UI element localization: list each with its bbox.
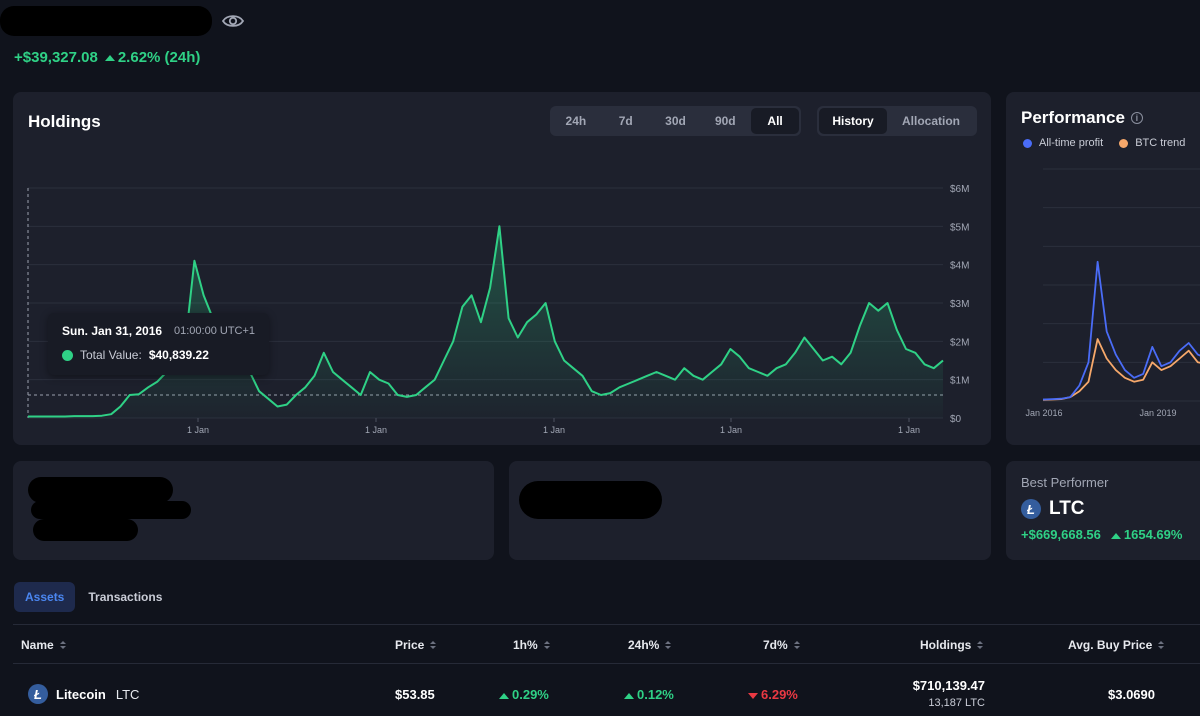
litecoin-logo-icon: Ł xyxy=(1021,499,1041,519)
tooltip-time: 01:00:00 UTC+1 xyxy=(174,325,256,337)
asset-tabs: Assets Transactions xyxy=(14,582,173,612)
redacted-content xyxy=(31,501,191,519)
asset-name[interactable]: Ł Litecoin LTC xyxy=(28,684,139,704)
asset-holdings-amount: 13,187 LTC xyxy=(928,697,985,709)
tooltip-row: Total Value: $40,839.22 xyxy=(62,348,255,362)
change-24h: 2.62% (24h) xyxy=(104,49,200,66)
asset-avg-buy-price: $3.0690 xyxy=(1108,687,1155,702)
tab-assets[interactable]: Assets xyxy=(14,582,76,612)
x-tick-label: 1 Jan xyxy=(187,425,209,435)
redacted-content xyxy=(519,481,662,519)
table-row[interactable]: Ł Litecoin LTC $53.85 0.29% 0.12% 6.29% … xyxy=(13,665,1200,716)
best-performer-label: Best Performer xyxy=(1021,475,1109,490)
caret-up-icon xyxy=(1110,532,1121,539)
col-1h[interactable]: 1h% xyxy=(513,638,550,652)
x-tick-label: Jan 2019 xyxy=(1139,408,1176,418)
col-name[interactable]: Name xyxy=(21,638,66,652)
tooltip-value: $40,839.22 xyxy=(148,348,209,362)
sort-icon xyxy=(59,641,66,649)
summary-card-1 xyxy=(13,461,494,560)
asset-change-7d: 6.29% xyxy=(748,687,798,702)
best-performer-percent: 1654.69% xyxy=(1110,527,1182,542)
legend-all-time-profit[interactable]: All-time profit xyxy=(1023,137,1103,149)
col-24h[interactable]: 24h% xyxy=(628,638,672,652)
portfolio-summary: +$39,327.08 2.62% (24h) xyxy=(14,49,200,66)
performance-title: Performance i xyxy=(1021,108,1143,128)
col-holdings[interactable]: Holdings xyxy=(920,638,984,652)
history-button[interactable]: History xyxy=(819,108,887,134)
y-tick-label: $1M xyxy=(950,376,969,387)
y-tick-label: $4M xyxy=(950,261,969,272)
col-7d[interactable]: 7d% xyxy=(763,638,800,652)
performance-chart[interactable]: Jan 2016 Jan 2019 xyxy=(1006,92,1200,445)
tooltip-date: Sun. Jan 31, 2016 xyxy=(62,324,163,338)
caret-up-icon xyxy=(104,55,115,62)
summary-card-2 xyxy=(509,461,991,560)
y-tick-label: $2M xyxy=(950,337,969,348)
redacted-account-name xyxy=(0,6,212,36)
holdings-chart[interactable]: $0 $1M $2M $3M $4M $5M $6M 1 Jan 1 Jan 1 Jan 1 Jan… xyxy=(13,92,991,445)
range-24h-button[interactable]: 24h xyxy=(565,114,587,128)
sort-icon xyxy=(665,641,672,649)
sort-icon xyxy=(793,641,800,649)
best-performer-card: Best Performer Ł LTC +$669,668.56 1654.6… xyxy=(1006,461,1200,560)
chart-tooltip: Sun. Jan 31, 2016 01:00:00 UTC+1 Total V… xyxy=(48,313,269,375)
y-tick-label: $3M xyxy=(950,299,969,310)
holdings-title: Holdings xyxy=(28,112,101,131)
caret-up-icon xyxy=(624,692,634,699)
x-tick-label: 1 Jan xyxy=(365,425,387,435)
legend-btc-trend[interactable]: BTC trend xyxy=(1119,137,1185,149)
sort-icon xyxy=(543,641,550,649)
col-price[interactable]: Price xyxy=(395,638,437,652)
caret-down-icon xyxy=(748,692,758,699)
best-performer-coin: Ł LTC xyxy=(1021,498,1085,520)
range-90d-button[interactable]: 90d xyxy=(714,114,736,128)
btc-trend-line xyxy=(1042,338,1200,401)
legend-dot-icon xyxy=(1023,138,1032,148)
range-7d-button[interactable]: 7d xyxy=(618,114,633,128)
asset-symbol: LTC xyxy=(115,686,140,702)
asset-holdings-value: $710,139.47 xyxy=(912,678,985,693)
asset-change-24h: 0.12% xyxy=(624,687,674,702)
y-tick-label: $0 xyxy=(950,414,962,425)
holdings-card: Holdings 24h 7d 30d 90d All History Allo… xyxy=(13,92,991,445)
x-tick-label: 1 Jan xyxy=(898,425,920,435)
eye-icon[interactable] xyxy=(222,13,244,29)
range-selector: 24h 7d 30d 90d All xyxy=(550,106,801,136)
info-icon[interactable]: i xyxy=(1130,112,1143,124)
sort-icon xyxy=(977,641,984,649)
tab-transactions[interactable]: Transactions xyxy=(88,590,163,604)
y-tick-label: $5M xyxy=(950,222,969,233)
performance-card: Performance i All-time profit BTC trend … xyxy=(1006,92,1200,445)
litecoin-logo-icon: Ł xyxy=(28,684,48,704)
all-time-profit-line xyxy=(1042,260,1200,401)
tooltip-label: Total Value: xyxy=(80,348,142,362)
y-tick-label: $6M xyxy=(950,184,969,195)
range-all-button[interactable]: All xyxy=(751,108,799,134)
redacted-content xyxy=(33,519,138,541)
tooltip-dot-icon xyxy=(62,349,73,361)
assets-table-header: Name Price 1h% 24h% 7d% Holdings Avg. Bu… xyxy=(13,624,1200,664)
sort-icon xyxy=(1158,641,1165,649)
legend-dot-icon xyxy=(1119,138,1129,148)
redacted-content xyxy=(28,477,173,503)
performance-legend: All-time profit BTC trend xyxy=(1023,137,1185,149)
mode-selector: History Allocation xyxy=(817,106,977,136)
range-30d-button[interactable]: 30d xyxy=(665,114,686,128)
asset-price: $53.85 xyxy=(395,687,435,702)
x-tick-label: 1 Jan xyxy=(543,425,565,435)
col-avg-buy-price[interactable]: Avg. Buy Price xyxy=(1068,638,1165,652)
asset-change-1h: 0.29% xyxy=(499,687,549,702)
x-tick-label: Jan 2016 xyxy=(1025,408,1062,418)
profit-value: +$39,327.08 xyxy=(14,49,98,66)
caret-up-icon xyxy=(499,692,509,699)
best-performer-stats: +$669,668.56 1654.69% xyxy=(1021,527,1182,542)
x-tick-label: 1 Jan xyxy=(720,425,742,435)
best-performer-profit: +$669,668.56 xyxy=(1021,527,1101,542)
sort-icon xyxy=(430,641,437,649)
allocation-button[interactable]: Allocation xyxy=(901,114,960,128)
